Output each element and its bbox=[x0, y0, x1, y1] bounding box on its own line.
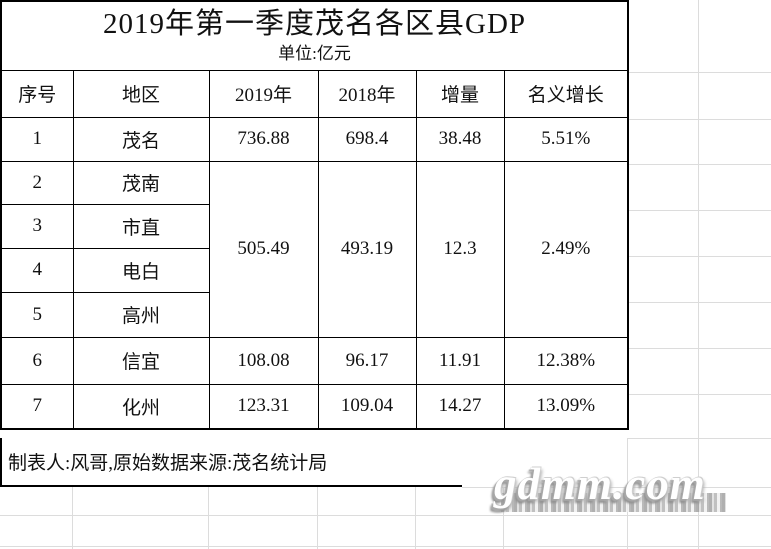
cell-r3-region: 市直 bbox=[72, 203, 210, 249]
cell-r1-2019: 736.88 bbox=[208, 116, 319, 162]
gridline-h bbox=[0, 546, 771, 547]
gridline-v bbox=[317, 487, 318, 549]
table-row: 5 高州 bbox=[0, 291, 628, 338]
gridline-v bbox=[208, 487, 209, 549]
header-row: 序号 地区 2019年 2018年 增量 名义增长 bbox=[0, 69, 629, 118]
cell-r1-growth: 5.51% bbox=[503, 116, 629, 162]
cell-r5-no: 5 bbox=[0, 291, 74, 338]
gridline-h bbox=[0, 515, 771, 516]
table-row: 1 茂名 736.88 698.4 38.48 5.51% bbox=[0, 116, 629, 162]
gridline-v bbox=[503, 487, 504, 549]
cell-r2-no: 2 bbox=[0, 160, 74, 205]
cell-r6-2019: 108.08 bbox=[208, 336, 319, 385]
cell-r7-no: 7 bbox=[0, 383, 74, 430]
header-increase: 增量 bbox=[415, 69, 505, 118]
unit-label: 单位:亿元 bbox=[278, 43, 351, 63]
cell-r6-2018: 96.17 bbox=[317, 336, 417, 385]
footer-credit-text: 制表人:风哥,原始数据来源:茂名统计局 bbox=[8, 453, 328, 474]
header-region: 地区 bbox=[72, 69, 210, 118]
cell-r7-region: 化州 bbox=[72, 383, 210, 430]
table-row: 7 化州 123.31 109.04 14.27 13.09% bbox=[0, 383, 629, 430]
header-2018: 2018年 bbox=[317, 69, 417, 118]
cell-r7-2018: 109.04 bbox=[317, 383, 417, 430]
gridline-h bbox=[462, 487, 771, 488]
cell-r7-growth: 13.09% bbox=[503, 383, 629, 430]
gdp-table: 2019年第一季度茂名各区县GDP 单位:亿元 序号 地区 2019年 2018… bbox=[0, 0, 630, 430]
header-2019: 2019年 bbox=[208, 69, 319, 118]
merged-cell-2019: 505.49 bbox=[208, 160, 319, 338]
cell-r1-no: 1 bbox=[0, 116, 74, 162]
cell-r6-region: 信宜 bbox=[72, 336, 210, 385]
gridline-h bbox=[627, 438, 771, 439]
footer-row: 制表人:风哥,原始数据来源:茂名统计局 bbox=[0, 438, 462, 487]
table-row: 6 信宜 108.08 96.17 11.91 12.38% bbox=[0, 336, 629, 385]
title-cell: 2019年第一季度茂名各区县GDP 单位:亿元 bbox=[0, 0, 629, 71]
gridline-h bbox=[627, 164, 771, 165]
gridline-h bbox=[627, 210, 771, 211]
cell-r2-region: 茂南 bbox=[72, 160, 210, 205]
merged-cell-growth: 2.49% bbox=[503, 160, 629, 338]
table-row: 2 茂南 505.49 493.19 12.3 2.49% bbox=[0, 160, 629, 338]
table-row: 3 市直 bbox=[0, 203, 628, 249]
title-row: 2019年第一季度茂名各区县GDP 单位:亿元 bbox=[0, 0, 629, 71]
gridline-v bbox=[698, 0, 699, 549]
merged-cell-2018: 493.19 bbox=[317, 160, 417, 338]
watermark-stripes bbox=[501, 493, 726, 512]
title-block: 2019年第一季度茂名各区县GDP 单位:亿元 bbox=[2, 8, 627, 63]
gridline-v bbox=[72, 487, 73, 549]
cell-r4-no: 4 bbox=[0, 247, 74, 293]
gridline-h bbox=[627, 256, 771, 257]
gridline-h bbox=[627, 302, 771, 303]
cell-r7-increase: 14.27 bbox=[415, 383, 505, 430]
header-nominal-growth: 名义增长 bbox=[503, 69, 629, 118]
gridline-h bbox=[627, 119, 771, 120]
cell-r7-2019: 123.31 bbox=[208, 383, 319, 430]
gridline-h bbox=[627, 72, 771, 73]
cell-r3-no: 3 bbox=[0, 203, 74, 249]
cell-r6-no: 6 bbox=[0, 336, 74, 385]
header-no: 序号 bbox=[0, 69, 74, 118]
gridline-h bbox=[627, 394, 771, 395]
cell-r1-region: 茂名 bbox=[72, 116, 210, 162]
cell-r1-2018: 698.4 bbox=[317, 116, 417, 162]
cell-r1-increase: 38.48 bbox=[415, 116, 505, 162]
gridline-h bbox=[627, 348, 771, 349]
watermark-text: gdmm.com bbox=[494, 459, 706, 509]
cell-r5-region: 高州 bbox=[72, 291, 210, 338]
cell-r6-increase: 11.91 bbox=[415, 336, 505, 385]
cell-r4-region: 电白 bbox=[72, 247, 210, 293]
table-title: 2019年第一季度茂名各区县GDP bbox=[103, 8, 527, 41]
merged-cell-increase: 12.3 bbox=[415, 160, 505, 338]
gridline-v bbox=[415, 487, 416, 549]
cell-r6-growth: 12.38% bbox=[503, 336, 629, 385]
